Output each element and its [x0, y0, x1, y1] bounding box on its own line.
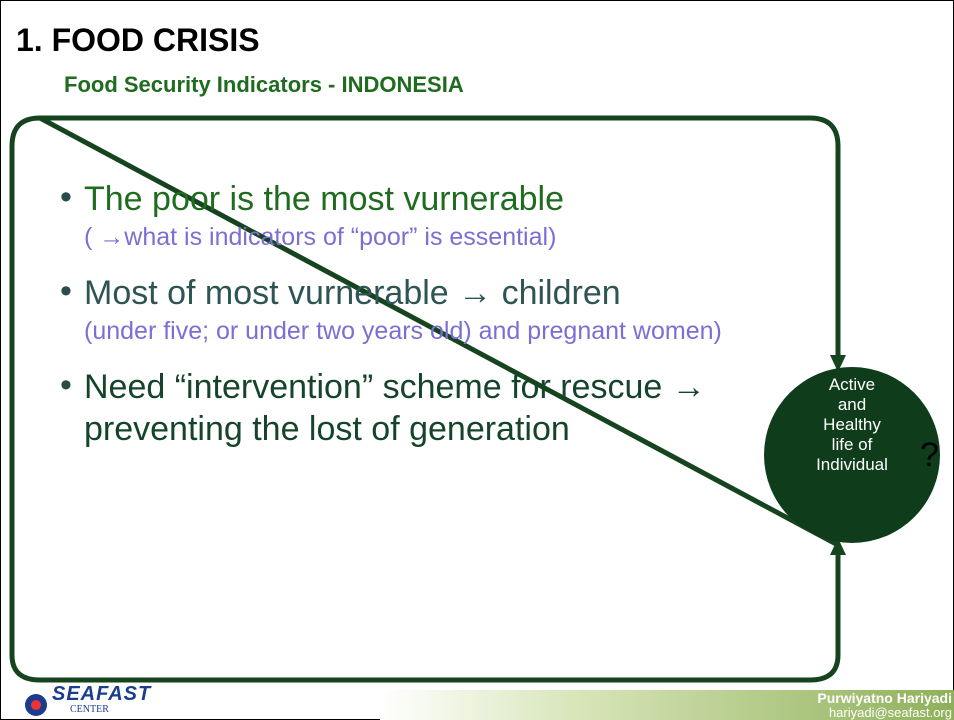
bullet-main: Most of most vurnerable → children: [84, 274, 621, 312]
footer-bar: [380, 690, 954, 720]
logo-text: SEAFAST: [52, 683, 152, 705]
bullet-sub: ( →what is indicators of “poor” is essen…: [84, 223, 557, 251]
bullet-list: The poor is the most vurnerable ( →what i…: [60, 178, 820, 468]
arrow-down: [830, 355, 846, 372]
circle-line: Active: [828, 375, 876, 394]
bullet-main: The poor is the most vurnerable: [84, 180, 565, 218]
arrow-up: [830, 538, 846, 555]
circle-line: life of: [831, 435, 873, 454]
circle-line: Individual: [816, 455, 888, 474]
bullet-main: Need “intervention” scheme for rescue → …: [84, 368, 706, 448]
question-mark: ?: [920, 436, 939, 474]
author-email: hariyadi@seafast.org: [828, 705, 952, 720]
subtitle: Food Security Indicators - INDONESIA: [64, 72, 464, 97]
logo-subtext: CENTER: [70, 704, 109, 715]
content-border: [9, 115, 841, 683]
circle-text: Active and Healthy life of Individual: [764, 375, 940, 475]
bullet: The poor is the most vurnerable ( →what i…: [60, 178, 820, 254]
bullet-sub: (under five; or under two years old) and…: [84, 317, 722, 345]
bullet: Most of most vurnerable → children (under…: [60, 272, 820, 348]
title: 1. FOOD CRISIS: [16, 22, 260, 58]
circle-line: Healthy: [823, 415, 881, 434]
circle-line: and: [837, 395, 867, 414]
logo-dot: [31, 700, 41, 710]
bullet: Need “intervention” scheme for rescue → …: [60, 366, 820, 450]
author-name: Purwiyatno Hariyadi: [817, 690, 952, 706]
